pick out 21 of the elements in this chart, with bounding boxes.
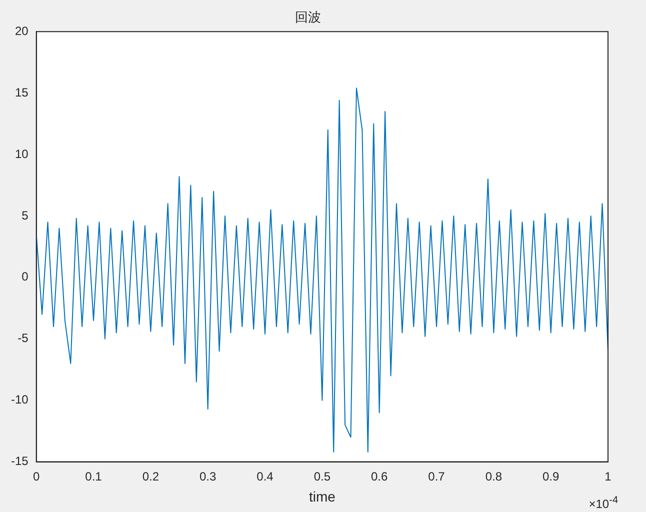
x-tick-label: 0.2 [142,469,160,484]
x-tick-label: 0.7 [428,469,446,484]
x-tick-label: 0.5 [314,469,331,484]
x-tick-label: 0 [33,469,40,484]
chart-title: 回波 [295,9,321,24]
x-tick-label: 1 [604,469,612,484]
x-tick-label: 0.1 [85,469,102,484]
x-tick-label: 0.3 [199,469,217,484]
y-tick-label: -10 [11,392,29,407]
y-tick-label: 0 [22,270,29,284]
y-tick-label: -5 [18,331,29,346]
x-tick-label: 0.4 [256,469,274,484]
x-axis-title: time [308,488,336,504]
y-tick-label: 10 [14,146,29,161]
x-tick-label: 0.9 [542,469,560,484]
y-tick-label: 5 [22,208,29,222]
x-tick-label: 0.8 [485,469,502,484]
y-tick-label: 20 [14,24,29,38]
y-tick-label: 15 [14,85,29,100]
x-tick-label: 0.6 [370,469,388,484]
y-tick-label: -15 [11,454,29,468]
